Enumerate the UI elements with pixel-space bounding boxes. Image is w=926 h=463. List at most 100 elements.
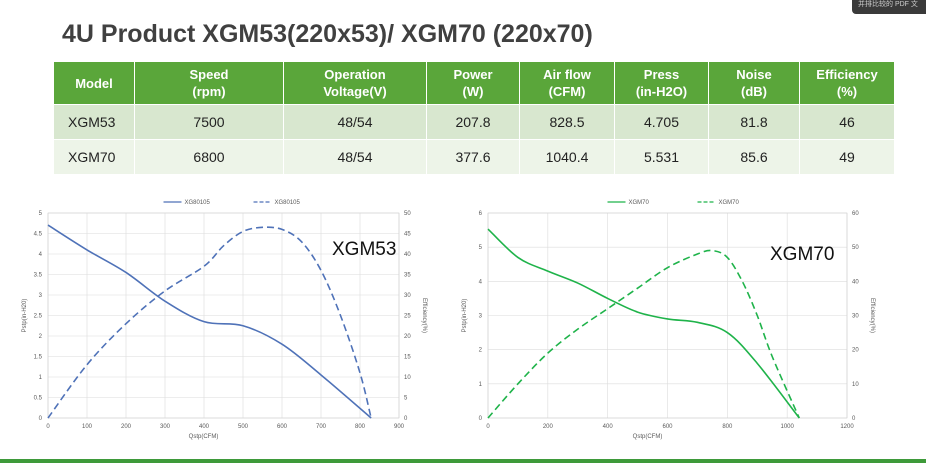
y-tick-label: 2 — [479, 348, 483, 354]
header-power: Power (W) — [426, 62, 520, 105]
y2-tick-label: 35 — [404, 273, 411, 279]
chart-annotation: XGM53 — [332, 239, 396, 260]
header-noise: Noise (dB) — [708, 62, 800, 105]
x-tick-label: 100 — [82, 424, 93, 430]
series-line-efficiency — [487, 249, 800, 419]
x-axis-title: Qstp(CFM) — [189, 434, 219, 440]
cell-power: 377.6 — [426, 139, 520, 174]
y2-tick-label: 40 — [852, 279, 859, 285]
y2-tick-label: 5 — [404, 396, 408, 402]
x-tick-label: 800 — [722, 424, 733, 430]
y-tick-label: 0 — [39, 416, 43, 422]
y-tick-label: 1 — [479, 382, 483, 388]
x-tick-label: 600 — [277, 424, 288, 430]
y2-tick-label: 0 — [852, 416, 856, 422]
legend-label: XG80105 — [185, 200, 211, 206]
cell-press: 4.705 — [614, 104, 709, 140]
y-axis-title: Pstp(in-H20) — [22, 299, 28, 333]
legend-label: XG80105 — [275, 200, 301, 206]
y2-tick-label: 10 — [852, 382, 859, 388]
top-overlay-badge[interactable]: 并排比较的 PDF 文 — [852, 0, 926, 14]
x-tick-label: 300 — [160, 424, 171, 430]
header-airflow: Air flow (CFM) — [519, 62, 615, 105]
table-header-row: Model Speed (rpm) Operation Voltage(V) Pow… — [54, 62, 895, 105]
y2-tick-label: 10 — [404, 375, 411, 381]
y2-axis-title: Efficiency(%) — [421, 298, 427, 333]
x-tick-label: 0 — [486, 424, 490, 430]
y-tick-label: 4.5 — [34, 232, 43, 238]
cell-speed: 7500 — [134, 104, 284, 140]
y2-tick-label: 45 — [404, 232, 411, 238]
series-line-pressure — [47, 224, 372, 419]
y2-tick-label: 15 — [404, 355, 411, 361]
x-tick-label: 800 — [355, 424, 366, 430]
x-tick-label: 200 — [543, 424, 554, 430]
y-tick-label: 0 — [479, 416, 483, 422]
y-tick-label: 1.5 — [34, 355, 43, 361]
cell-press: 5.531 — [614, 139, 709, 174]
x-tick-label: 1000 — [780, 424, 794, 430]
x-tick-label: 200 — [121, 424, 132, 430]
y2-tick-label: 20 — [852, 348, 859, 354]
y-tick-label: 5 — [39, 211, 43, 217]
series-line-efficiency — [47, 226, 372, 419]
legend-label: XGM70 — [629, 200, 650, 206]
x-tick-label: 1200 — [840, 424, 854, 430]
x-axis-title: Qstp(CFM) — [633, 434, 663, 440]
cell-efficiency: 49 — [799, 139, 895, 174]
legend-label: XGM70 — [719, 200, 740, 206]
y2-tick-label: 30 — [852, 314, 859, 320]
y-tick-label: 2 — [39, 334, 43, 340]
x-tick-label: 0 — [46, 424, 50, 430]
header-press: Press (in-H2O) — [614, 62, 709, 105]
header-voltage: Operation Voltage(V) — [283, 62, 427, 105]
y-tick-label: 3 — [39, 293, 43, 299]
plot-frame — [47, 212, 400, 419]
cell-airflow: 828.5 — [519, 104, 615, 140]
y-tick-label: 4 — [479, 279, 483, 285]
y2-tick-label: 20 — [404, 334, 411, 340]
x-tick-label: 900 — [394, 424, 405, 430]
series-line-pressure — [487, 228, 800, 419]
x-tick-label: 400 — [603, 424, 614, 430]
slide-title: 4U Product XGM53(220x53)/ XGM70 (220x70) — [62, 20, 593, 48]
table-row-xgm53: XGM53 7500 48/54 207.8 828.5 4.705 81.8 … — [54, 104, 895, 140]
y2-tick-label: 0 — [404, 416, 408, 422]
cell-model: XGM70 — [54, 139, 135, 174]
cell-noise: 85.6 — [708, 139, 800, 174]
cell-power: 207.8 — [426, 104, 520, 140]
y-tick-label: 3.5 — [34, 273, 43, 279]
cell-efficiency: 46 — [799, 104, 895, 140]
header-model: Model — [54, 62, 135, 105]
x-tick-label: 700 — [316, 424, 327, 430]
cell-speed: 6800 — [134, 139, 284, 174]
x-tick-label: 400 — [199, 424, 210, 430]
chart-annotation: XGM70 — [770, 244, 834, 265]
plot-frame — [487, 212, 848, 419]
cell-model: XGM53 — [54, 104, 135, 140]
cell-airflow: 1040.4 — [519, 139, 615, 174]
cell-voltage: 48/54 — [283, 104, 427, 140]
y-tick-label: 4 — [39, 252, 43, 258]
y2-axis-title: Efficiency(%) — [869, 298, 875, 333]
x-tick-label: 600 — [662, 424, 673, 430]
y-tick-label: 6 — [479, 211, 483, 217]
cell-voltage: 48/54 — [283, 139, 427, 174]
header-speed: Speed (rpm) — [134, 62, 284, 105]
spec-table: Model Speed (rpm) Operation Voltage(V) Pow… — [54, 62, 895, 174]
y-tick-label: 3 — [479, 314, 483, 320]
y2-tick-label: 40 — [404, 252, 411, 258]
y-tick-label: 5 — [479, 245, 483, 251]
y2-tick-label: 50 — [852, 245, 859, 251]
table-row-xgm70: XGM70 6800 48/54 377.6 1040.4 5.531 85.6… — [54, 139, 895, 174]
header-efficiency: Efficiency (%) — [799, 62, 895, 105]
y2-tick-label: 50 — [404, 211, 411, 217]
cell-noise: 81.8 — [708, 104, 800, 140]
y2-tick-label: 25 — [404, 314, 411, 320]
y2-tick-label: 60 — [852, 211, 859, 217]
y-tick-label: 0.5 — [34, 396, 43, 402]
bottom-accent-bar — [0, 459, 926, 463]
x-tick-label: 500 — [238, 424, 249, 430]
y-axis-title: Pstp(in-H20) — [462, 299, 468, 333]
